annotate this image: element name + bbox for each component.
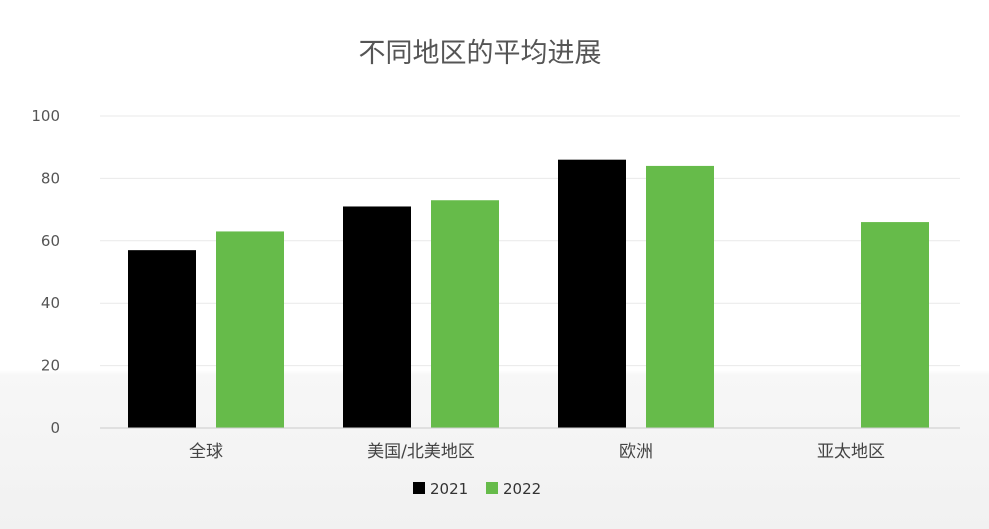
x-category-label: 美国/北美地区 <box>367 442 475 462</box>
y-axis-ticks: 0 20 40 60 80 100 <box>31 107 60 437</box>
bar-2021-0 <box>128 250 196 428</box>
bar-2022-0 <box>216 231 284 428</box>
bars <box>128 159 929 429</box>
bar-2021-1 <box>343 206 411 428</box>
bar-2022-1 <box>431 200 499 428</box>
category-labels: 全球 美国/北美地区 欧洲 亚太地区 <box>189 442 885 462</box>
legend: 2021 2022 <box>413 480 541 498</box>
y-tick-label: 20 <box>41 357 60 375</box>
bar-2021-2 <box>558 159 626 428</box>
legend-swatch-2021 <box>413 482 425 494</box>
x-category-label: 欧洲 <box>619 442 653 462</box>
y-tick-label: 40 <box>41 294 60 312</box>
legend-label: 2022 <box>503 480 541 498</box>
y-tick-label: 80 <box>41 169 60 187</box>
x-category-label: 亚太地区 <box>817 442 885 462</box>
legend-label: 2021 <box>430 480 468 498</box>
bar-2022-2 <box>646 165 714 429</box>
legend-swatch-2022 <box>486 482 498 494</box>
y-tick-label: 0 <box>50 419 60 437</box>
y-tick-label: 60 <box>41 232 60 250</box>
bar-2022-3 <box>861 222 929 428</box>
chart-title: 不同地区的平均进展 <box>359 38 602 69</box>
x-category-label: 全球 <box>189 442 223 462</box>
y-tick-label: 100 <box>31 107 60 125</box>
